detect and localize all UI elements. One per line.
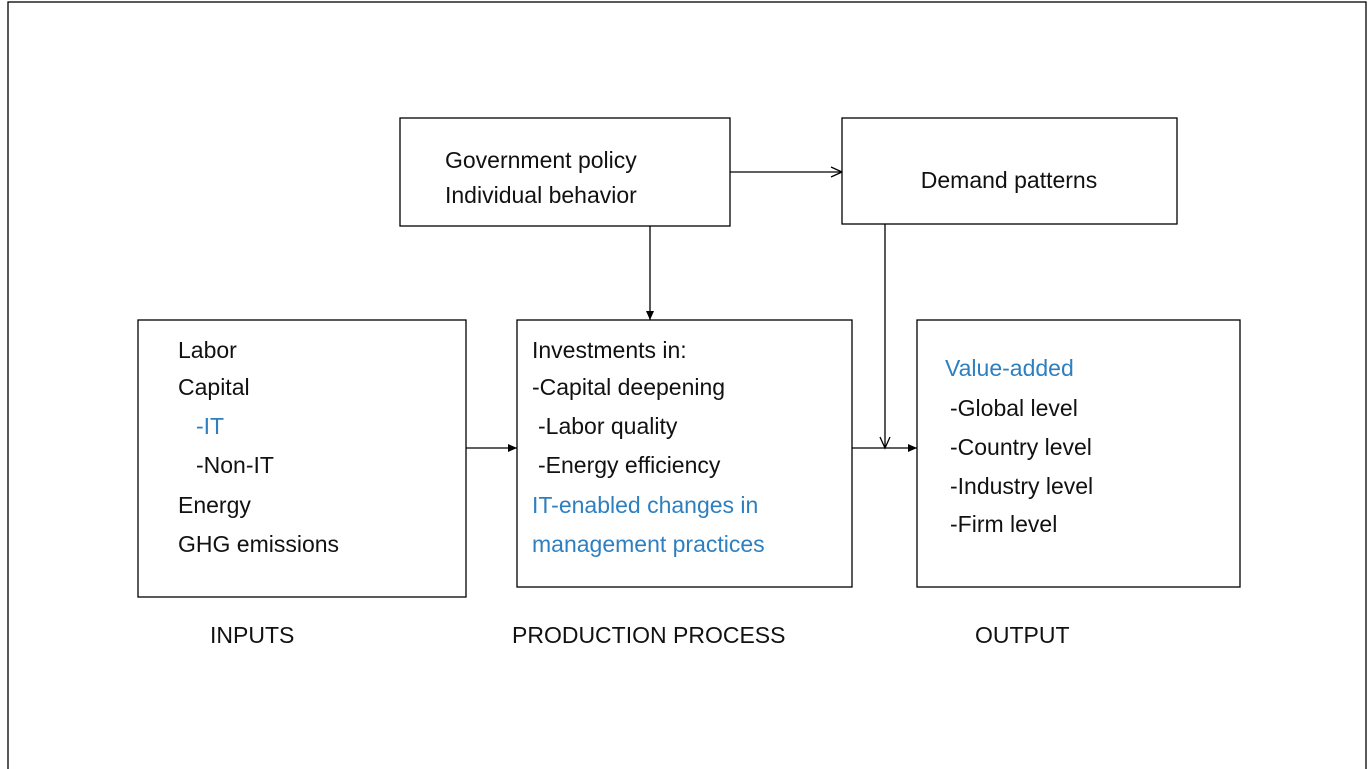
process-box [516, 319, 853, 588]
node-line: GHG emissions [178, 531, 339, 557]
node-line: Demand patterns [921, 167, 1097, 193]
stage-label: OUTPUT [975, 622, 1070, 648]
node-line: Individual behavior [445, 182, 637, 208]
node-line: Value-added [945, 355, 1074, 381]
node-line: -IT [196, 413, 224, 439]
frame [7, 1, 1367, 769]
node-line: -Firm level [950, 511, 1057, 537]
node-line: Investments in: [532, 337, 687, 363]
policy-box [399, 117, 731, 227]
demand-box [841, 117, 1178, 225]
node-line: -Global level [950, 395, 1078, 421]
node-line: Capital [178, 374, 250, 400]
node-line: -Labor quality [538, 413, 678, 439]
node-line: -Non-IT [196, 452, 274, 478]
node-line: management practices [532, 531, 765, 557]
inputs-box [137, 319, 467, 598]
node-line: IT-enabled changes in [532, 492, 758, 518]
node-line: Government policy [445, 147, 637, 173]
node-line: -Capital deepening [532, 374, 725, 400]
output-box [916, 319, 1241, 588]
node-line: Labor [178, 337, 237, 363]
node-line: Energy [178, 492, 251, 518]
node-line: -Energy efficiency [538, 452, 721, 478]
stage-label: INPUTS [210, 622, 294, 648]
stage-label: PRODUCTION PROCESS [512, 622, 785, 648]
node-line: -Industry level [950, 473, 1093, 499]
node-line: -Country level [950, 434, 1092, 460]
